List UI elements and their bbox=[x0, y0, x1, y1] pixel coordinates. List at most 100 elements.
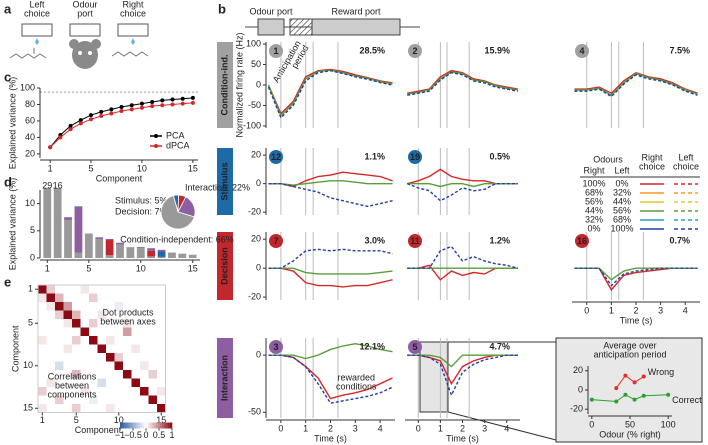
inset-frame bbox=[555, 337, 703, 443]
heat-cell bbox=[63, 310, 72, 319]
badge bbox=[408, 150, 422, 164]
panel-label: e bbox=[4, 274, 11, 289]
heat-cell bbox=[72, 387, 81, 396]
heat-cell bbox=[72, 302, 81, 311]
inset-title: Average over bbox=[603, 340, 656, 350]
heat-cell bbox=[72, 285, 81, 294]
bar-segment bbox=[136, 247, 145, 249]
heat-cell bbox=[46, 387, 55, 396]
heat-cell bbox=[38, 336, 47, 345]
heat-cell bbox=[131, 378, 140, 387]
x-tick-label: 10 bbox=[137, 163, 147, 173]
row-label: Stimulus bbox=[219, 162, 229, 200]
bar-segment bbox=[147, 256, 156, 258]
heat-cell bbox=[63, 370, 72, 379]
badge-label: 5 bbox=[412, 342, 417, 352]
badge bbox=[408, 234, 422, 248]
heat-cell bbox=[89, 302, 98, 311]
colorbar-step bbox=[168, 422, 171, 429]
point bbox=[150, 100, 155, 104]
heat-cell bbox=[114, 293, 123, 302]
y-tick-label: 40 bbox=[25, 132, 35, 142]
x-tick-label: 10 bbox=[114, 415, 124, 425]
row-bar bbox=[217, 232, 233, 300]
y-tick-label: 15 bbox=[23, 403, 33, 413]
heat-cell bbox=[63, 327, 72, 336]
heat-cell bbox=[157, 370, 166, 379]
heat-cell bbox=[131, 361, 140, 370]
series-line bbox=[268, 182, 393, 208]
x-tick-label: 4 bbox=[504, 423, 509, 433]
series-line bbox=[267, 68, 393, 115]
heat-cell bbox=[123, 310, 132, 319]
colorbar-step bbox=[128, 422, 131, 429]
point bbox=[129, 107, 134, 112]
heat-cell bbox=[140, 344, 149, 353]
y-tick-label: 10 bbox=[25, 198, 35, 208]
badge-label: 4 bbox=[579, 46, 584, 56]
heat-cell bbox=[55, 361, 64, 370]
series-line bbox=[407, 71, 518, 95]
colorbar-step bbox=[166, 422, 169, 429]
y-axis-label: Component bbox=[10, 325, 20, 372]
bar-segment bbox=[105, 240, 114, 256]
annotation: Dot products bbox=[102, 307, 154, 317]
colorbar-step bbox=[138, 422, 141, 429]
heat-cell bbox=[131, 404, 140, 413]
colorbar-step bbox=[164, 422, 167, 429]
heat-cell bbox=[63, 404, 72, 413]
badge-label: 12 bbox=[271, 152, 281, 162]
heat-cell bbox=[72, 344, 81, 353]
x-tick-label: 0 bbox=[584, 305, 589, 315]
heat-cell bbox=[131, 327, 140, 336]
heat-cell bbox=[114, 395, 123, 404]
y-tick-label: 0 bbox=[256, 263, 261, 273]
series-line bbox=[407, 69, 518, 94]
x-tick-label: 100 bbox=[661, 419, 676, 429]
badge-label: 7 bbox=[273, 236, 278, 246]
heat-cell bbox=[89, 319, 98, 328]
heat-cell bbox=[148, 319, 157, 328]
series-label: Correct bbox=[672, 395, 702, 405]
percent-label: 1.1% bbox=[364, 151, 385, 161]
badge bbox=[575, 234, 589, 248]
heat-cell bbox=[123, 302, 132, 311]
heat-cell bbox=[63, 387, 72, 396]
heat-cell bbox=[148, 395, 157, 404]
x-tick-label: 1 bbox=[438, 423, 443, 433]
legend-label: dPCA bbox=[166, 140, 190, 150]
x-tick-label: 1 bbox=[40, 415, 45, 425]
percent-label: 1.2% bbox=[489, 235, 510, 245]
heat-cell bbox=[46, 285, 55, 294]
heat-cell bbox=[148, 293, 157, 302]
heat-cell bbox=[148, 344, 157, 353]
badge-label: 2 bbox=[412, 46, 417, 56]
annotation: Correlations bbox=[48, 371, 97, 381]
legend-entry: 68% bbox=[585, 187, 603, 197]
legend-marker bbox=[154, 144, 158, 148]
legend-entry: 0% bbox=[587, 223, 600, 233]
x-tick-label: 0 bbox=[278, 423, 283, 433]
point bbox=[170, 97, 175, 102]
colorbar-step bbox=[120, 422, 123, 429]
point bbox=[623, 373, 628, 378]
heat-cell bbox=[46, 404, 55, 413]
x-tick-label: 3 bbox=[353, 423, 358, 433]
point bbox=[623, 392, 628, 397]
point bbox=[78, 118, 83, 123]
colorbar-step bbox=[142, 422, 145, 429]
heat-cell bbox=[106, 378, 115, 387]
heat-cell bbox=[63, 285, 72, 294]
heat-cell bbox=[55, 336, 64, 345]
choice-label: Right bbox=[122, 0, 144, 9]
point bbox=[88, 113, 93, 118]
heat-cell bbox=[72, 327, 81, 336]
heat-cell bbox=[140, 319, 149, 328]
heat-cell bbox=[114, 361, 123, 370]
colorbar-step bbox=[160, 422, 163, 429]
legend-header: choice bbox=[639, 161, 665, 171]
heat-cell bbox=[157, 344, 166, 353]
point bbox=[180, 96, 185, 101]
heat-cell bbox=[63, 344, 72, 353]
